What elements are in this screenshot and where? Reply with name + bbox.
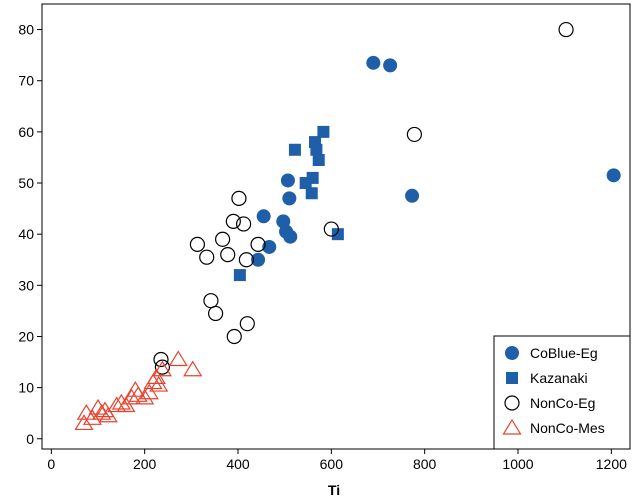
point-kazanaki bbox=[331, 228, 344, 241]
point-nonco-eg bbox=[220, 247, 236, 263]
x-tick-label: 0 bbox=[47, 456, 55, 472]
point-nonco-eg bbox=[215, 231, 231, 247]
legend-label-nonco-eg: NonCo-Eg bbox=[530, 395, 595, 411]
y-tick-label: 30 bbox=[18, 277, 34, 293]
point-nonco-eg bbox=[189, 236, 205, 253]
point-nonco-eg bbox=[231, 190, 247, 206]
point-coblue-eg bbox=[606, 168, 621, 183]
point-coblue-eg bbox=[251, 252, 266, 267]
point-kazanaki bbox=[306, 171, 319, 184]
point-nonco-mes bbox=[149, 375, 169, 392]
point-nonco-mes bbox=[122, 388, 142, 405]
y-axis-ticks: 0 10 20 30 40 50 60 70 80 bbox=[18, 22, 42, 447]
point-coblue-eg bbox=[405, 188, 420, 203]
legend-label-coblue-eg: CoBlue-Eg bbox=[530, 345, 598, 361]
point-coblue-eg bbox=[256, 209, 271, 224]
point-coblue-eg bbox=[383, 58, 398, 73]
x-tick-label: 600 bbox=[320, 456, 344, 472]
point-coblue-eg bbox=[366, 55, 381, 70]
y-tick-label: 70 bbox=[18, 73, 34, 89]
x-tick-label: 1000 bbox=[502, 456, 533, 472]
point-coblue-eg bbox=[282, 191, 297, 206]
point-nonco-eg bbox=[154, 359, 170, 375]
point-nonco-eg bbox=[250, 236, 266, 253]
point-nonco-eg bbox=[239, 316, 255, 332]
point-nonco-mes bbox=[146, 368, 166, 384]
point-nonco-eg bbox=[323, 221, 339, 237]
point-coblue-eg bbox=[280, 173, 295, 188]
y-tick-label: 50 bbox=[18, 175, 34, 191]
legend-label-kazanaki: Kazanaki bbox=[530, 370, 588, 386]
data-points bbox=[74, 21, 621, 431]
point-nonco-eg bbox=[238, 252, 254, 268]
y-tick-label: 10 bbox=[18, 380, 34, 396]
point-coblue-eg bbox=[283, 229, 298, 244]
point-kazanaki bbox=[312, 154, 325, 167]
point-nonco-eg bbox=[225, 213, 241, 229]
legend-label-nonco-mes: NonCo-Mes bbox=[530, 420, 605, 436]
legend-marker-nonco-eg bbox=[504, 395, 520, 411]
point-kazanaki bbox=[305, 187, 318, 200]
point-nonco-eg bbox=[406, 126, 422, 143]
point-nonco-mes bbox=[111, 393, 131, 410]
point-nonco-mes bbox=[107, 396, 127, 413]
legend-marker-nonco-mes bbox=[502, 418, 522, 435]
y-tick-label: 40 bbox=[18, 226, 34, 242]
point-kazanaki bbox=[233, 269, 246, 282]
point-nonco-eg bbox=[558, 21, 574, 38]
y-tick-label: 20 bbox=[18, 328, 34, 344]
point-kazanaki bbox=[317, 125, 330, 138]
point-kazanaki bbox=[310, 143, 323, 156]
point-nonco-mes bbox=[74, 414, 94, 431]
x-axis-ticks: 0 200 400 600 800 1000 1200 bbox=[47, 449, 627, 472]
point-nonco-mes bbox=[135, 388, 155, 405]
point-nonco-mes bbox=[168, 350, 188, 367]
point-nonco-mes bbox=[98, 406, 118, 423]
x-tick-label: 200 bbox=[133, 456, 157, 472]
x-tick-label: 800 bbox=[413, 456, 437, 472]
point-nonco-eg bbox=[153, 351, 169, 368]
x-tick-label: 1200 bbox=[596, 456, 627, 472]
x-axis-label: Ti bbox=[328, 482, 340, 496]
y-tick-label: 60 bbox=[18, 124, 34, 140]
point-nonco-eg bbox=[199, 249, 215, 265]
legend: CoBlue-Eg Kazanaki NonCo-Eg NonCo-Mes bbox=[493, 335, 631, 450]
point-coblue-eg bbox=[262, 239, 277, 254]
point-nonco-mes bbox=[116, 396, 136, 413]
point-nonco-eg bbox=[236, 216, 252, 232]
point-nonco-mes bbox=[152, 360, 172, 377]
point-nonco-mes bbox=[82, 409, 102, 425]
point-kazanaki bbox=[288, 143, 301, 156]
point-nonco-eg bbox=[226, 328, 242, 345]
y-tick-label: 80 bbox=[18, 22, 34, 38]
y-tick-label: 0 bbox=[26, 431, 34, 447]
point-nonco-mes bbox=[139, 383, 159, 400]
point-nonco-eg bbox=[208, 305, 224, 322]
legend-marker-coblue-eg bbox=[505, 346, 519, 360]
point-nonco-mes bbox=[183, 360, 203, 377]
legend-marker-kazanaki bbox=[506, 372, 518, 384]
x-tick-label: 400 bbox=[226, 456, 250, 472]
